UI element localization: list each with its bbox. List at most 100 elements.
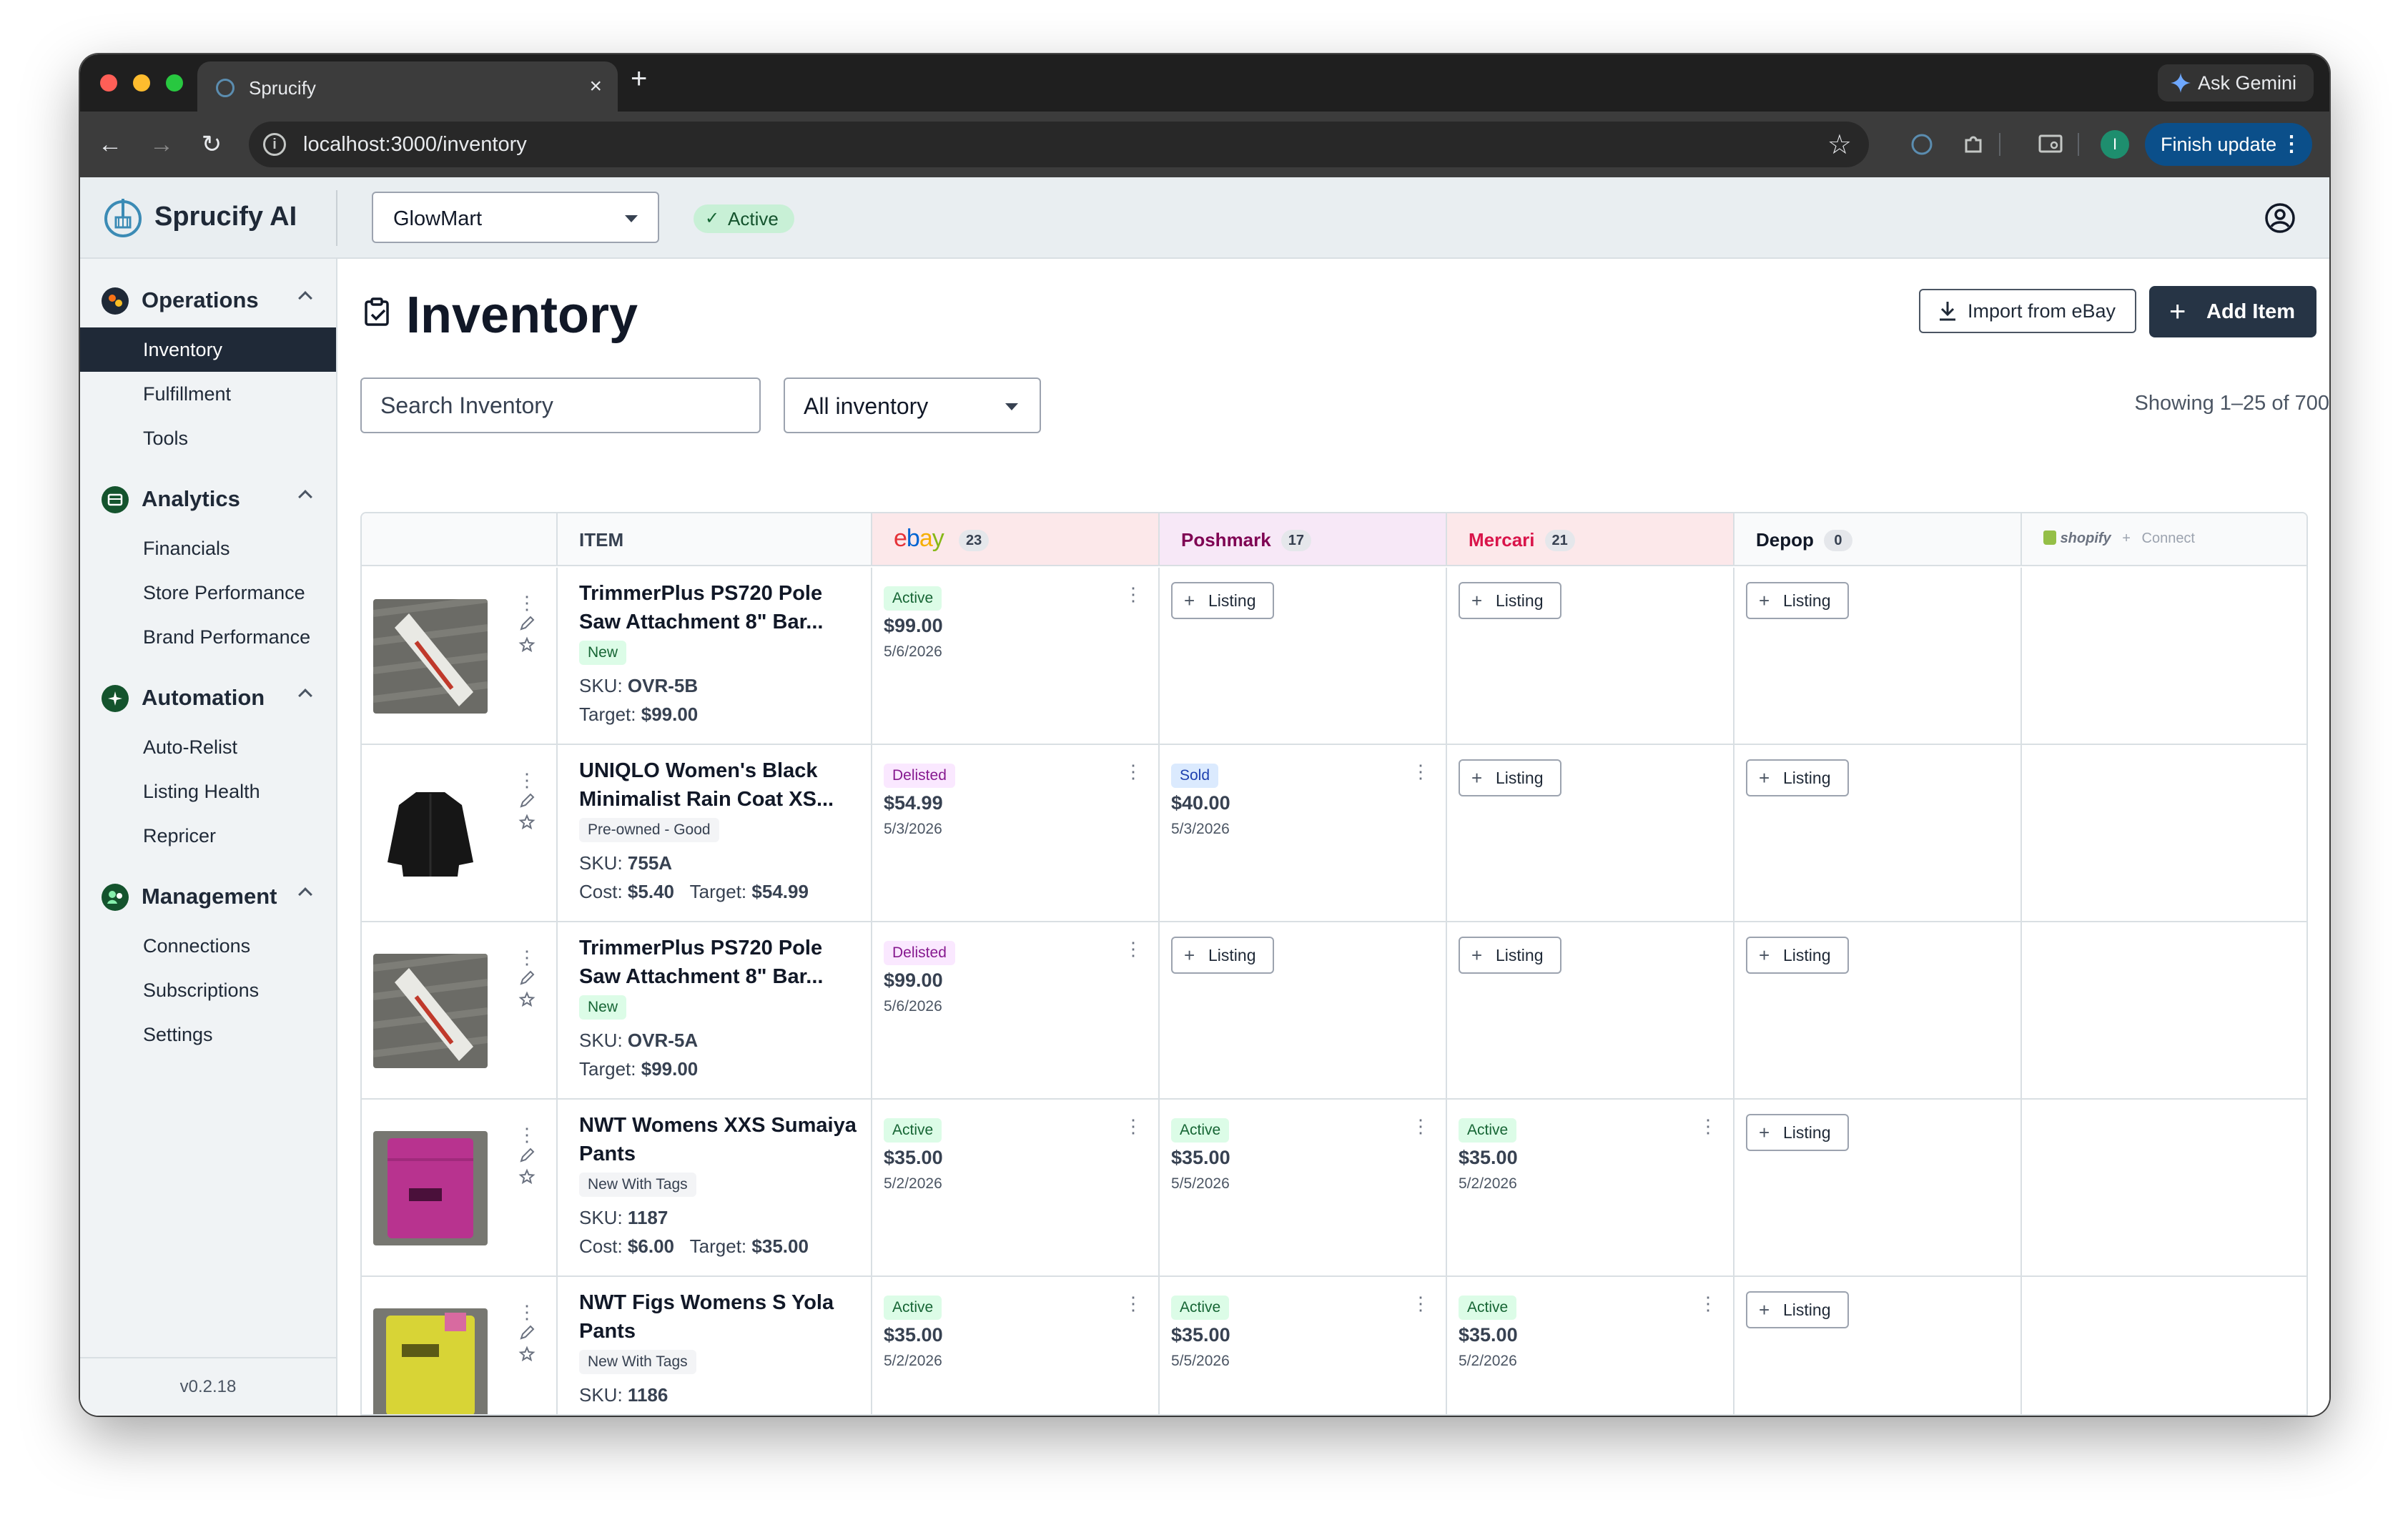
listing-menu-icon[interactable]: ⋮ (1411, 1293, 1430, 1314)
listing-menu-icon[interactable]: ⋮ (1699, 1115, 1717, 1137)
item-title[interactable]: TrimmerPlus PS720 Pole Saw Attachment 8"… (579, 937, 824, 988)
table-header-shopify[interactable]: shopify + Connect (2022, 513, 2306, 566)
edit-pencil-icon[interactable] (518, 969, 536, 987)
browser-menu-icon[interactable]: ⋮ (2281, 132, 2302, 156)
maximize-window-button[interactable] (166, 74, 183, 92)
row-menu-icon[interactable]: ⋮ (518, 1301, 536, 1323)
listing-menu-icon[interactable]: ⋮ (1124, 1293, 1143, 1314)
listing-menu-icon[interactable]: ⋮ (1124, 761, 1143, 782)
back-icon[interactable]: ← (98, 131, 122, 158)
bookmark-star-icon[interactable]: ☆ (1827, 130, 1852, 160)
finish-update-button[interactable]: Finish update ⋮ (2145, 123, 2312, 166)
search-input[interactable]: Search Inventory (360, 377, 761, 433)
add-listing-button[interactable]: + Listing (1171, 582, 1274, 619)
site-info-icon[interactable]: i (263, 133, 286, 156)
browser-profile-avatar[interactable]: I (2101, 130, 2129, 159)
star-icon[interactable] (518, 991, 536, 1008)
row-menu-icon[interactable]: ⋮ (518, 769, 536, 791)
sidebar-item-inventory[interactable]: Inventory (80, 327, 336, 372)
listing-menu-icon[interactable]: ⋮ (1124, 1115, 1143, 1137)
minimize-window-button[interactable] (133, 74, 150, 92)
listing-date: 5/5/2026 (1171, 1353, 1230, 1369)
inventory-filter-select[interactable]: All inventory (784, 377, 1041, 433)
listing-price: $35.00 (1459, 1147, 1518, 1168)
sidebar-item-financials[interactable]: Financials (143, 538, 230, 559)
product-image[interactable] (373, 776, 488, 891)
new-tab-icon[interactable]: + (631, 63, 648, 94)
item-title[interactable]: UNIQLO Women's Black Minimalist Rain Coa… (579, 759, 834, 811)
sidebar-item-connections[interactable]: Connections (143, 935, 251, 957)
extensions-puzzle-icon[interactable] (1958, 129, 1989, 160)
item-title[interactable]: NWT Womens XXS Sumaiya Pants (579, 1114, 857, 1165)
edit-pencil-icon[interactable] (518, 615, 536, 632)
product-image[interactable] (373, 1131, 488, 1245)
add-listing-button[interactable]: + Listing (1459, 937, 1561, 974)
add-listing-button[interactable]: + Listing (1746, 582, 1849, 619)
table-header-poshmark[interactable]: Poshmark 17 (1160, 513, 1447, 566)
topbar-divider (336, 190, 337, 246)
sidebar-item-auto-relist[interactable]: Auto-Relist (143, 736, 238, 758)
close-window-button[interactable] (100, 74, 117, 92)
table-header-mercari[interactable]: Mercari 21 (1447, 513, 1735, 566)
sidebar-item-brand-performance[interactable]: Brand Performance (143, 626, 311, 648)
ask-gemini-button[interactable]: Ask Gemini (2157, 64, 2314, 102)
import-from-ebay-button[interactable]: Import from eBay (1919, 289, 2136, 333)
sidebar-section-operations[interactable]: Operations (80, 273, 337, 323)
edit-pencil-icon[interactable] (518, 792, 536, 809)
listing-date: 5/5/2026 (1171, 1175, 1230, 1192)
item-title[interactable]: NWT Figs Womens S Yola Pants (579, 1291, 834, 1343)
product-image[interactable] (373, 599, 488, 714)
listing-menu-icon[interactable]: ⋮ (1124, 938, 1143, 959)
cost-label: Cost: (579, 1235, 623, 1257)
shopify-connect[interactable]: shopify + Connect (2043, 530, 2195, 547)
listing-menu-icon[interactable]: ⋮ (1411, 1115, 1430, 1137)
listing-menu-icon[interactable]: ⋮ (1699, 1293, 1717, 1314)
edit-pencil-icon[interactable] (518, 1324, 536, 1341)
product-image[interactable] (373, 954, 488, 1068)
row-menu-icon[interactable]: ⋮ (518, 947, 536, 968)
sidebar-item-store-performance[interactable]: Store Performance (143, 582, 305, 603)
target-label: Target: (579, 1058, 636, 1080)
reload-icon[interactable]: ↻ (201, 131, 222, 158)
item-sku: SKU: 1187 (579, 1207, 668, 1229)
star-icon[interactable] (518, 636, 536, 653)
star-icon[interactable] (518, 1346, 536, 1363)
listing-price: $35.00 (884, 1324, 943, 1346)
sidebar-section-automation[interactable]: Automation (80, 671, 337, 721)
row-menu-icon[interactable]: ⋮ (518, 592, 536, 613)
add-listing-button[interactable]: + Listing (1459, 759, 1561, 796)
browser-tab[interactable]: Sprucify × (197, 61, 618, 112)
account-circle-icon[interactable] (2264, 202, 2296, 235)
item-title[interactable]: TrimmerPlus PS720 Pole Saw Attachment 8"… (579, 582, 824, 633)
cast-tab-icon[interactable] (2035, 129, 2066, 160)
sidebar-item-subscriptions[interactable]: Subscriptions (143, 979, 260, 1001)
sidebar-section-analytics[interactable]: Analytics (80, 472, 337, 522)
sidebar-item-tools[interactable]: Tools (143, 428, 189, 449)
sidebar-item-listing-health[interactable]: Listing Health (143, 781, 260, 802)
sidebar-item-repricer[interactable]: Repricer (143, 825, 217, 847)
store-select[interactable]: GlowMart (372, 192, 659, 243)
address-bar[interactable]: i localhost:3000/inventory ☆ (249, 122, 1869, 167)
add-listing-button[interactable]: + Listing (1746, 1114, 1849, 1151)
edit-pencil-icon[interactable] (518, 1147, 536, 1164)
add-listing-button[interactable]: + Listing (1746, 937, 1849, 974)
sidebar-item-fulfillment[interactable]: Fulfillment (143, 383, 232, 405)
listing-menu-icon[interactable]: ⋮ (1411, 761, 1430, 782)
add-listing-button[interactable]: + Listing (1459, 582, 1561, 619)
star-icon[interactable] (518, 814, 536, 831)
extension-sprucify-icon[interactable] (1906, 129, 1938, 160)
forward-icon[interactable]: → (149, 131, 174, 158)
table-header-depop[interactable]: Depop 0 (1735, 513, 2022, 566)
sidebar-item-settings[interactable]: Settings (143, 1024, 213, 1045)
listing-menu-icon[interactable]: ⋮ (1124, 583, 1143, 605)
add-listing-button[interactable]: + Listing (1746, 759, 1849, 796)
table-header-ebay[interactable]: ebay 23 (872, 513, 1160, 566)
add-item-button[interactable]: + Add Item (2149, 286, 2316, 337)
sidebar-section-management[interactable]: Management (80, 869, 337, 919)
tab-close-icon[interactable]: × (589, 74, 602, 98)
add-listing-button[interactable]: + Listing (1746, 1291, 1849, 1328)
row-menu-icon[interactable]: ⋮ (518, 1124, 536, 1145)
product-image[interactable] (373, 1308, 488, 1414)
add-listing-button[interactable]: + Listing (1171, 937, 1274, 974)
star-icon[interactable] (518, 1168, 536, 1185)
